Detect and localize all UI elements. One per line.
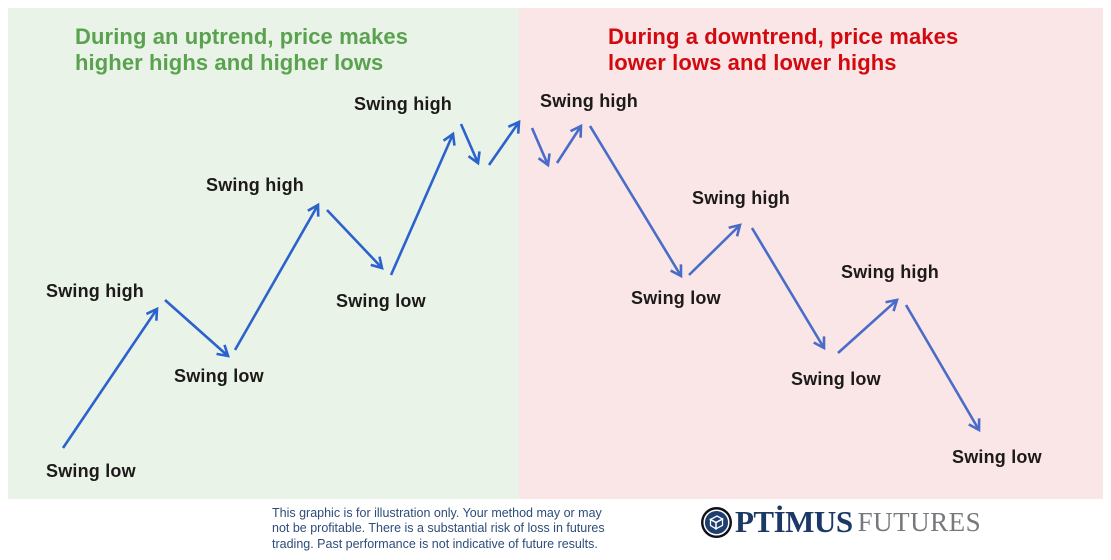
up-arrow-5 [555,123,583,164]
disclaimer-text: This graphic is for illustration only. Y… [272,506,605,552]
downtrend-panel [519,8,1103,499]
down-arrow-6 [750,227,826,351]
down-arrow-2 [326,209,384,270]
down-arrow-4 [530,127,551,168]
uptrend-title: During an uptrend, price makes higher hi… [75,24,408,76]
uptrend-swing-high-3: Swing high [354,94,452,114]
uptrend-panel [8,8,519,499]
down-arrow-3 [459,123,481,166]
uptrend-swing-low-2: Swing low [174,366,264,386]
down-arrow-5 [588,125,683,279]
optimus-futures-logo: PTİMUS FUTURES [700,503,981,541]
downtrend-title-line1: During a downtrend, price makes [608,24,959,49]
logo-futures-text: FUTURES [857,506,982,537]
down-arrow-1 [164,299,230,358]
uptrend-title-line1: During an uptrend, price makes [75,24,409,49]
uptrend-swing-low-3: Swing low [336,291,426,311]
disclaimer-line-2: not be profitable. There is a substantia… [272,521,605,536]
downtrend-swing-low-1: Swing low [631,288,721,308]
uptrend-swing-high-2: Swing high [206,175,304,195]
disclaimer-line-1: This graphic is for illustration only. Y… [272,506,602,520]
downtrend-title-line2: lower lows and lower highs [608,50,897,75]
downtrend-swing-high-1: Swing high [540,91,638,111]
uptrend-swing-high-1: Swing high [46,281,144,301]
disclaimer-line-3: trading. Past performance is not indicat… [272,536,598,551]
downtrend-swing-low-3: Swing low [952,447,1042,467]
uptrend-title-line2: higher highs and higher lows [75,50,384,75]
downtrend-swing-high-3: Swing high [841,262,939,282]
logo-optimus-text: PTİMUS [735,504,853,539]
downtrend-title: During a downtrend, price makes lower lo… [608,24,958,76]
downtrend-swing-high-2: Swing high [692,188,790,208]
up-arrow-3 [389,131,456,276]
up-arrow-7 [837,298,899,354]
up-arrow-4 [487,119,521,166]
up-arrow-6 [688,223,742,276]
up-arrow-2 [233,202,320,351]
uptrend-swing-low-1: Swing low [46,461,136,481]
optimus-logo-icon [701,506,732,538]
downtrend-swing-low-2: Swing low [791,369,881,389]
up-arrow-1 [61,306,159,449]
down-arrow-7 [904,304,981,433]
